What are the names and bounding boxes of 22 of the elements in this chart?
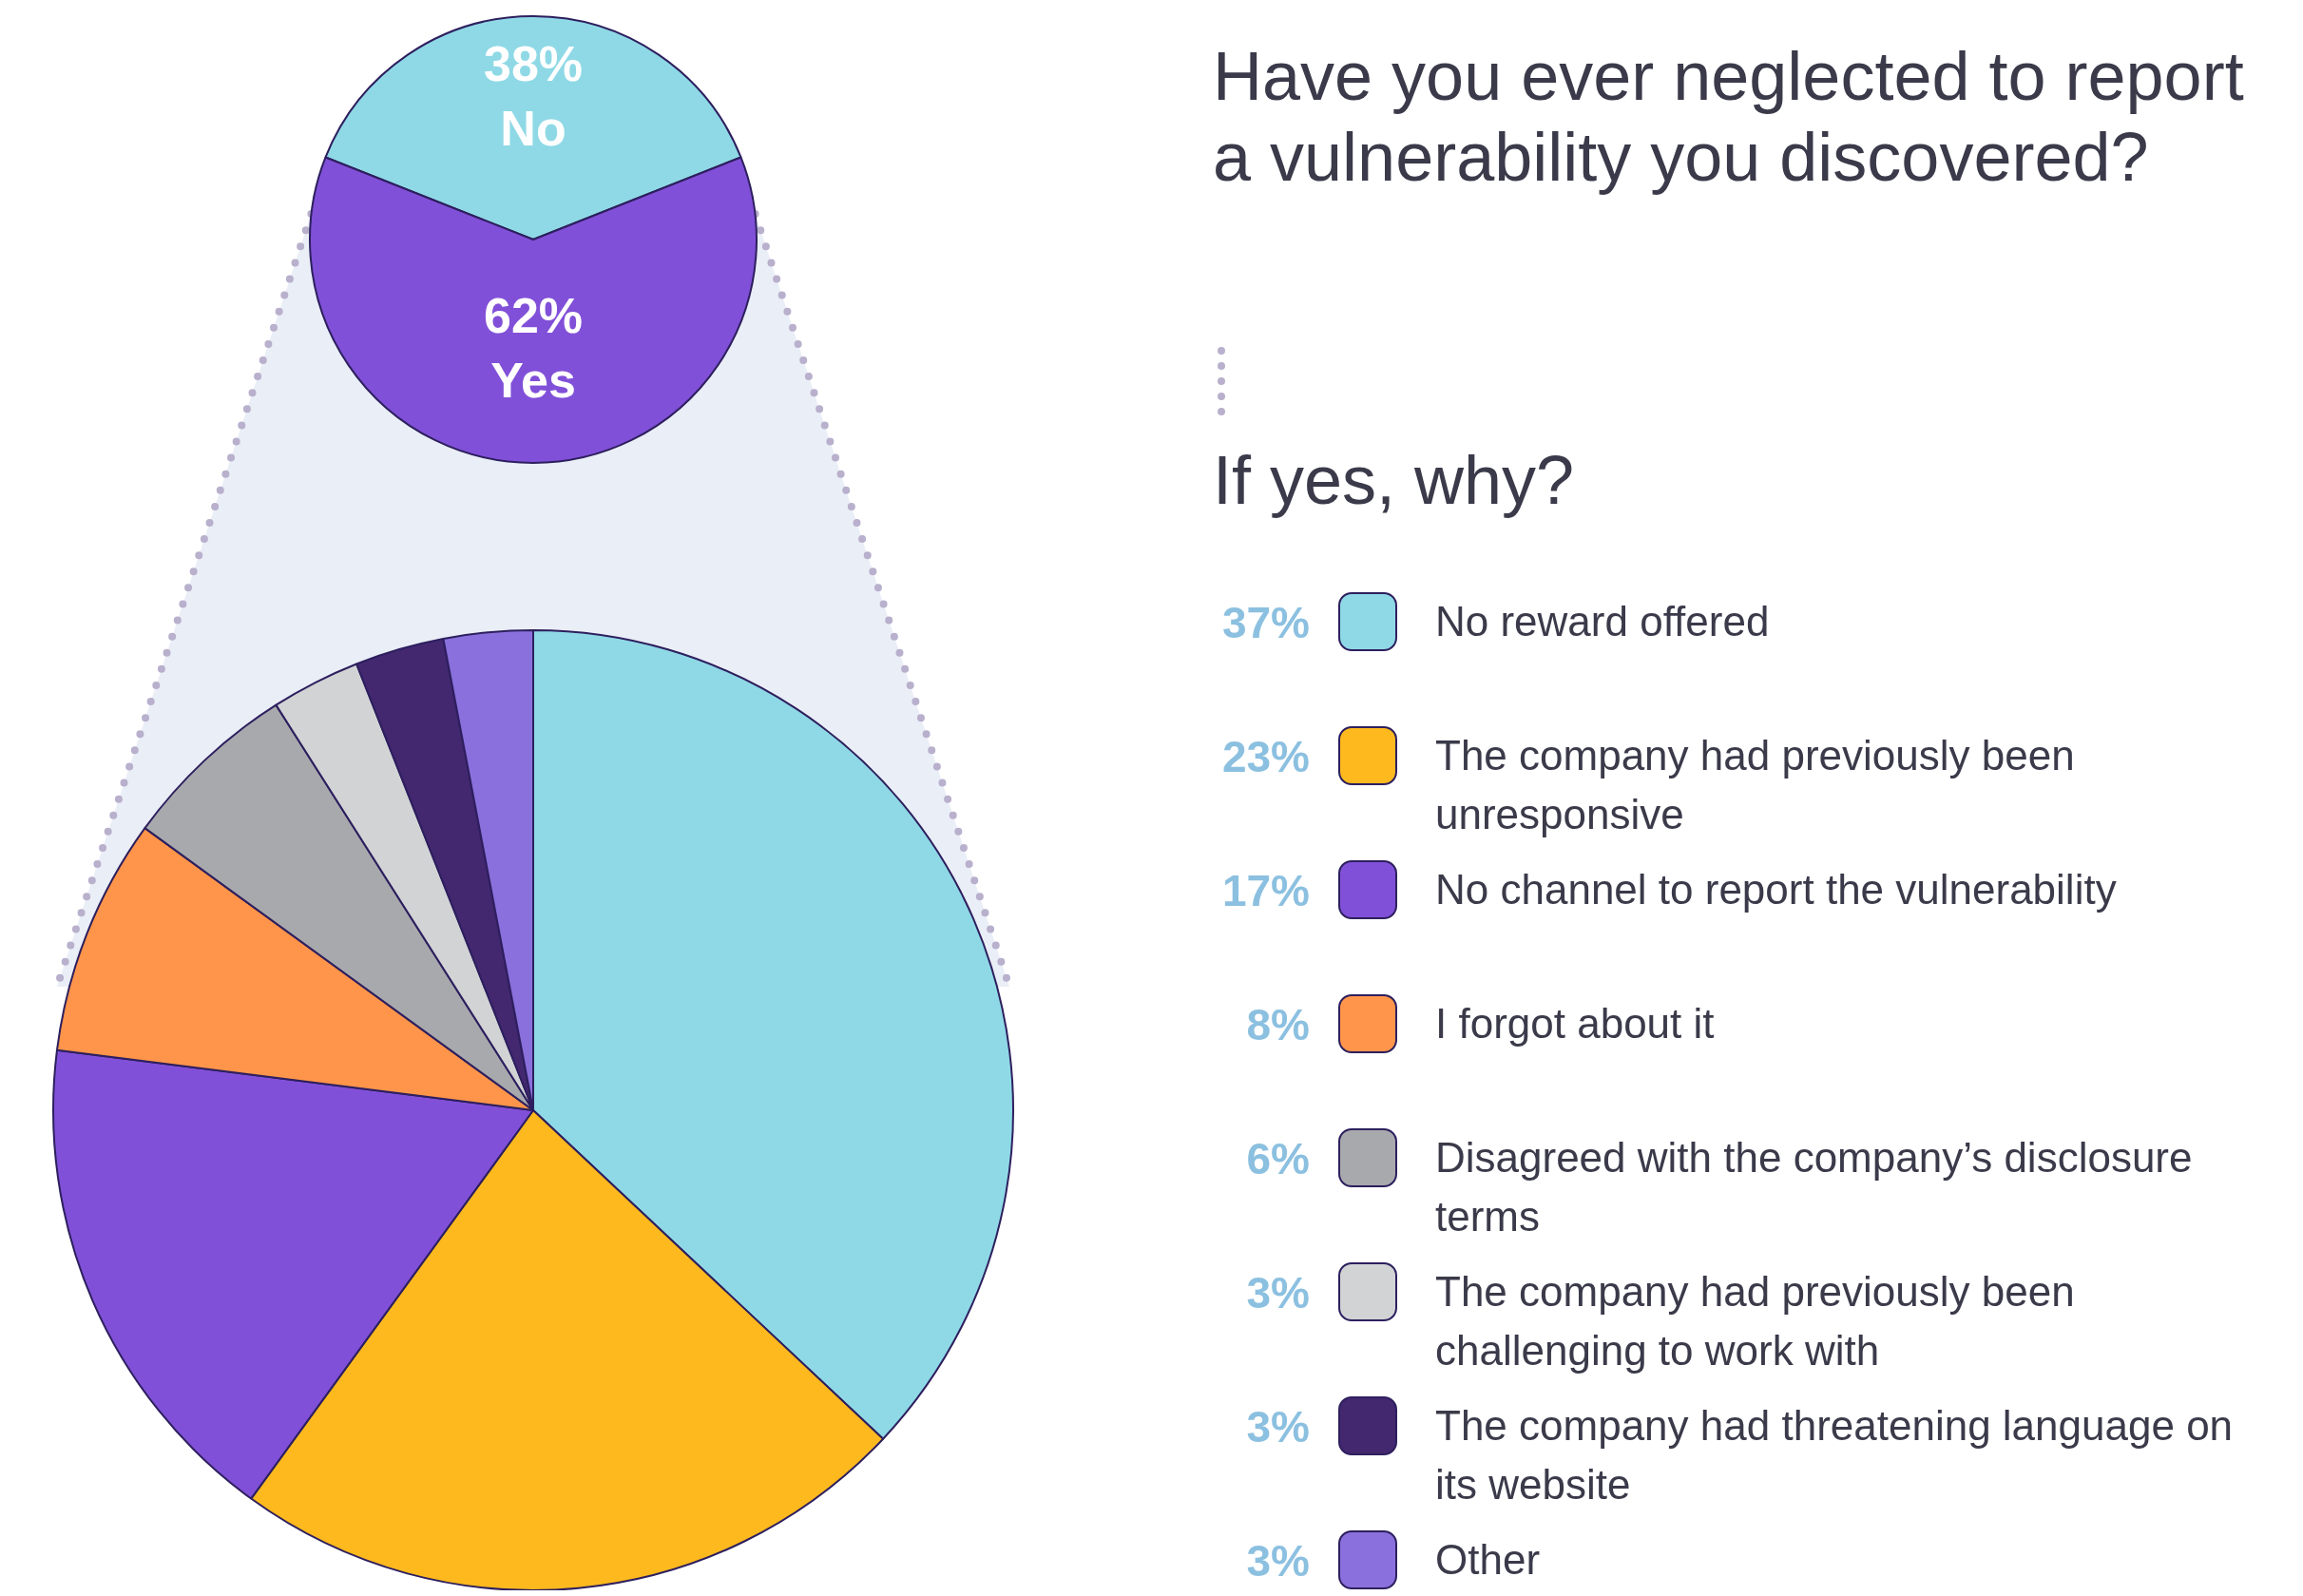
data-label: 17% [1220,865,1310,917]
data-label: 6% [1245,1133,1310,1185]
slice-label: No [500,100,566,156]
chart-title: If yes, why? [1213,441,1576,520]
legend-label: The company had threatening language on its website [1435,1401,2235,1509]
text: Have you ever neglected to report a vulnerability you discovered? [1213,37,2245,197]
legend-label: No channel to report the vulnerability [1435,865,2118,914]
data-label: 3% [1245,1401,1310,1453]
legend-label: The company had previously been challenging to work with [1435,1267,2076,1375]
data-label: 8% [1245,999,1310,1051]
data-label: 62% [483,287,584,343]
data-label: 3% [1245,1535,1310,1587]
legend-label: I forgot about it [1435,999,1716,1048]
data-label: 38% [483,35,584,91]
legend-label: Other [1435,1535,1542,1585]
legend-label: The company had previously been unresponsive [1435,731,2076,839]
legend-label: Disagreed with the company’s disclosure terms [1435,1133,2194,1241]
data-label: 3% [1245,1267,1310,1319]
data-label: 23% [1220,731,1310,783]
slice-label: Yes [490,352,576,408]
data-label: 37% [1220,597,1310,649]
legend-label: No reward offered [1435,597,1771,646]
